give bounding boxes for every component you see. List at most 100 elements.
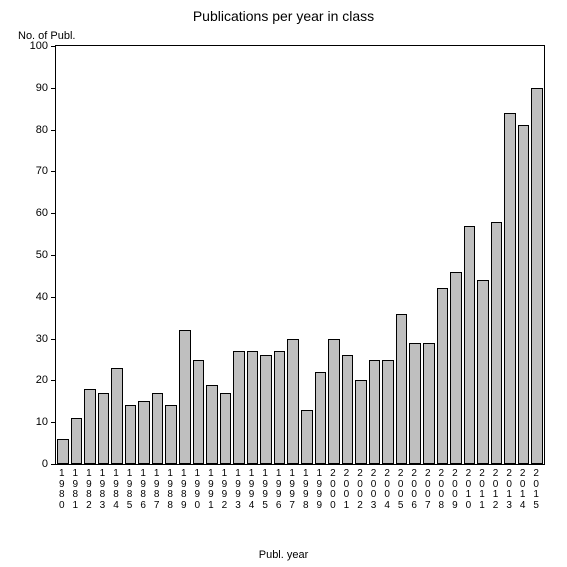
bar — [138, 401, 150, 464]
bar — [464, 226, 476, 464]
y-tick — [51, 297, 56, 298]
bar — [233, 351, 245, 464]
x-tick-label: 2013 — [502, 469, 516, 511]
x-tick-label: 2015 — [529, 469, 543, 511]
bar — [220, 393, 232, 464]
bar — [98, 393, 110, 464]
x-tick-label: 1997 — [285, 469, 299, 511]
bar — [355, 380, 367, 464]
y-tick-label: 30 — [36, 333, 48, 345]
bar — [206, 385, 218, 464]
y-tick — [51, 380, 56, 381]
bar — [531, 88, 543, 464]
bar — [328, 339, 340, 464]
y-tick-label: 10 — [36, 416, 48, 428]
bar — [315, 372, 327, 464]
x-tick-label: 1983 — [96, 469, 110, 511]
x-tick-label: 1988 — [163, 469, 177, 511]
bar — [409, 343, 421, 464]
x-tick-label: 2012 — [489, 469, 503, 511]
bar — [260, 355, 272, 464]
x-tick-label: 1987 — [150, 469, 164, 511]
bar — [423, 343, 435, 464]
x-tick-label: 2005 — [394, 469, 408, 511]
y-tick-label: 40 — [36, 291, 48, 303]
bar — [504, 113, 516, 464]
bar — [477, 280, 489, 464]
bars-group — [56, 46, 544, 464]
bar — [518, 125, 530, 464]
bar — [369, 360, 381, 465]
x-axis-label: Publ. year — [0, 549, 567, 561]
bar — [274, 351, 286, 464]
x-tick-label: 1980 — [55, 469, 69, 511]
bar — [57, 439, 69, 464]
y-tick-label: 80 — [36, 124, 48, 136]
x-tick-label: 1982 — [82, 469, 96, 511]
x-tick-label: 1999 — [313, 469, 327, 511]
y-tick — [51, 422, 56, 423]
x-tick-label: 1985 — [123, 469, 137, 511]
x-tick-label: 1995 — [258, 469, 272, 511]
y-tick-label: 0 — [42, 458, 48, 470]
bar — [193, 360, 205, 465]
x-tick-label: 1990 — [191, 469, 205, 511]
x-tick-label: 2011 — [475, 469, 489, 511]
x-tick-label: 2014 — [516, 469, 530, 511]
bar — [450, 272, 462, 464]
y-tick — [51, 339, 56, 340]
x-tick-label: 1993 — [231, 469, 245, 511]
y-tick-label: 100 — [30, 40, 48, 52]
x-tick-label: 1996 — [272, 469, 286, 511]
x-tick-label: 2001 — [340, 469, 354, 511]
y-tick — [51, 213, 56, 214]
bar — [247, 351, 259, 464]
bar — [71, 418, 83, 464]
chart-title: Publications per year in class — [0, 8, 567, 24]
bar — [342, 355, 354, 464]
bar — [125, 405, 137, 464]
y-tick-label: 60 — [36, 207, 48, 219]
x-tick-label: 1984 — [109, 469, 123, 511]
bar — [111, 368, 123, 464]
y-tick-label: 20 — [36, 374, 48, 386]
bar — [152, 393, 164, 464]
bar — [179, 330, 191, 464]
x-tick-label: 2010 — [462, 469, 476, 511]
y-tick — [51, 130, 56, 131]
x-tick-label: 2008 — [435, 469, 449, 511]
x-tick-label: 2003 — [367, 469, 381, 511]
x-tick-label: 2000 — [326, 469, 340, 511]
x-tick-label: 1981 — [69, 469, 83, 511]
x-labels-group: 1980198119821983198419851986198719881989… — [55, 467, 545, 527]
x-tick-label: 2004 — [380, 469, 394, 511]
x-tick-label: 2002 — [353, 469, 367, 511]
y-tick-label: 70 — [36, 165, 48, 177]
y-tick — [51, 255, 56, 256]
chart-container: Publications per year in class No. of Pu… — [0, 0, 567, 567]
y-tick — [51, 464, 56, 465]
y-tick-label: 50 — [36, 249, 48, 261]
x-tick-label: 2009 — [448, 469, 462, 511]
x-tick-label: 1994 — [245, 469, 259, 511]
plot-area: 0102030405060708090100 — [55, 45, 545, 465]
bar — [396, 314, 408, 464]
x-tick-label: 1998 — [299, 469, 313, 511]
bar — [382, 360, 394, 465]
y-tick-label: 90 — [36, 82, 48, 94]
bar — [301, 410, 313, 464]
bar — [287, 339, 299, 464]
x-tick-label: 2006 — [407, 469, 421, 511]
x-tick-label: 1991 — [204, 469, 218, 511]
x-tick-label: 1986 — [136, 469, 150, 511]
bar — [491, 222, 503, 464]
x-tick-label: 2007 — [421, 469, 435, 511]
x-tick-label: 1992 — [218, 469, 232, 511]
x-tick-label: 1989 — [177, 469, 191, 511]
y-tick — [51, 171, 56, 172]
y-tick — [51, 88, 56, 89]
y-tick — [51, 46, 56, 47]
bar — [165, 405, 177, 464]
bar — [437, 288, 449, 464]
bar — [84, 389, 96, 464]
